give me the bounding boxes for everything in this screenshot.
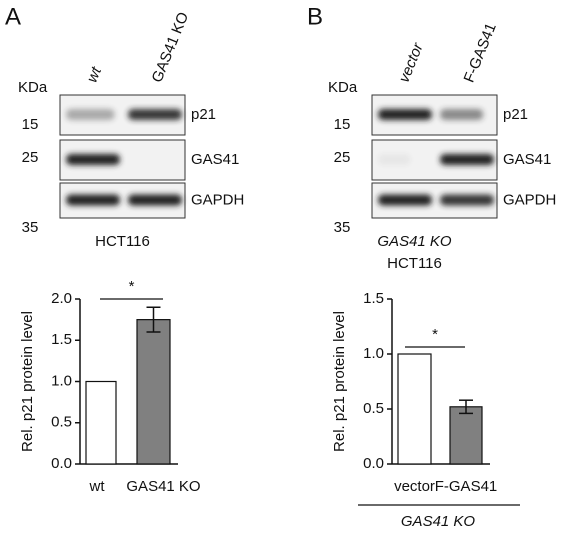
marker-label: 15 [22,116,39,133]
y-tick-label: 1.0 [363,345,384,362]
x-tick-label: vector [394,478,435,495]
band [378,154,411,165]
y-axis-label: Rel. p21 protein level [19,311,36,452]
y-tick-label: 0.0 [363,455,384,472]
marker-label: 35 [22,219,39,236]
lane-label: GAS41 KO [149,10,193,85]
lane-label: wt [84,64,106,85]
band [440,154,494,165]
cell-line: GAS41 KO [377,233,452,250]
band [440,194,494,206]
y-tick-label: 0.5 [51,414,72,431]
y-axis-label: Rel. p21 protein level [331,311,348,452]
significance-mark: * [432,326,438,343]
bar [85,380,117,465]
marker-label: 35 [334,219,351,236]
y-tick-label: 1.0 [51,372,72,389]
x-tick-label: wt [89,478,106,495]
y-tick-label: 0.5 [363,400,384,417]
band [378,109,432,120]
kda-label: KDa [328,79,358,96]
marker-label: 25 [22,149,39,166]
protein-label: GAS41 [503,151,551,168]
band [66,154,120,165]
band [128,194,182,206]
significance-mark: * [129,278,135,295]
band [66,194,120,206]
protein-label: GAS41 [191,151,239,168]
cell-line: HCT116 [387,255,442,272]
cell-line: HCT116 [95,233,150,250]
lane-label: vector [396,40,427,85]
y-tick-label: 1.5 [51,331,72,348]
lane-label: F-GAS41 [461,21,500,85]
error-bar [146,306,161,333]
band [378,194,432,206]
kda-label: KDa [18,79,48,96]
marker-label: 15 [334,116,351,133]
bar [449,406,483,465]
panel-letter: A [5,3,21,30]
band [66,109,115,120]
protein-label: p21 [503,106,528,123]
y-tick-label: 1.5 [363,290,384,307]
error-bar [459,399,473,415]
panel-letter: B [307,3,323,30]
band [128,109,182,120]
protein-label: GAPDH [191,191,244,208]
group-label: GAS41 KO [401,513,476,530]
y-tick-label: 2.0 [51,290,72,307]
x-tick-label: GAS41 KO [126,478,200,495]
y-tick-label: 0.0 [51,455,72,472]
band [440,109,484,120]
marker-label: 25 [334,149,351,166]
bar [397,353,432,465]
bar [136,319,171,465]
x-tick-label: F-GAS41 [435,478,498,495]
protein-label: GAPDH [503,191,556,208]
protein-label: p21 [191,106,216,123]
